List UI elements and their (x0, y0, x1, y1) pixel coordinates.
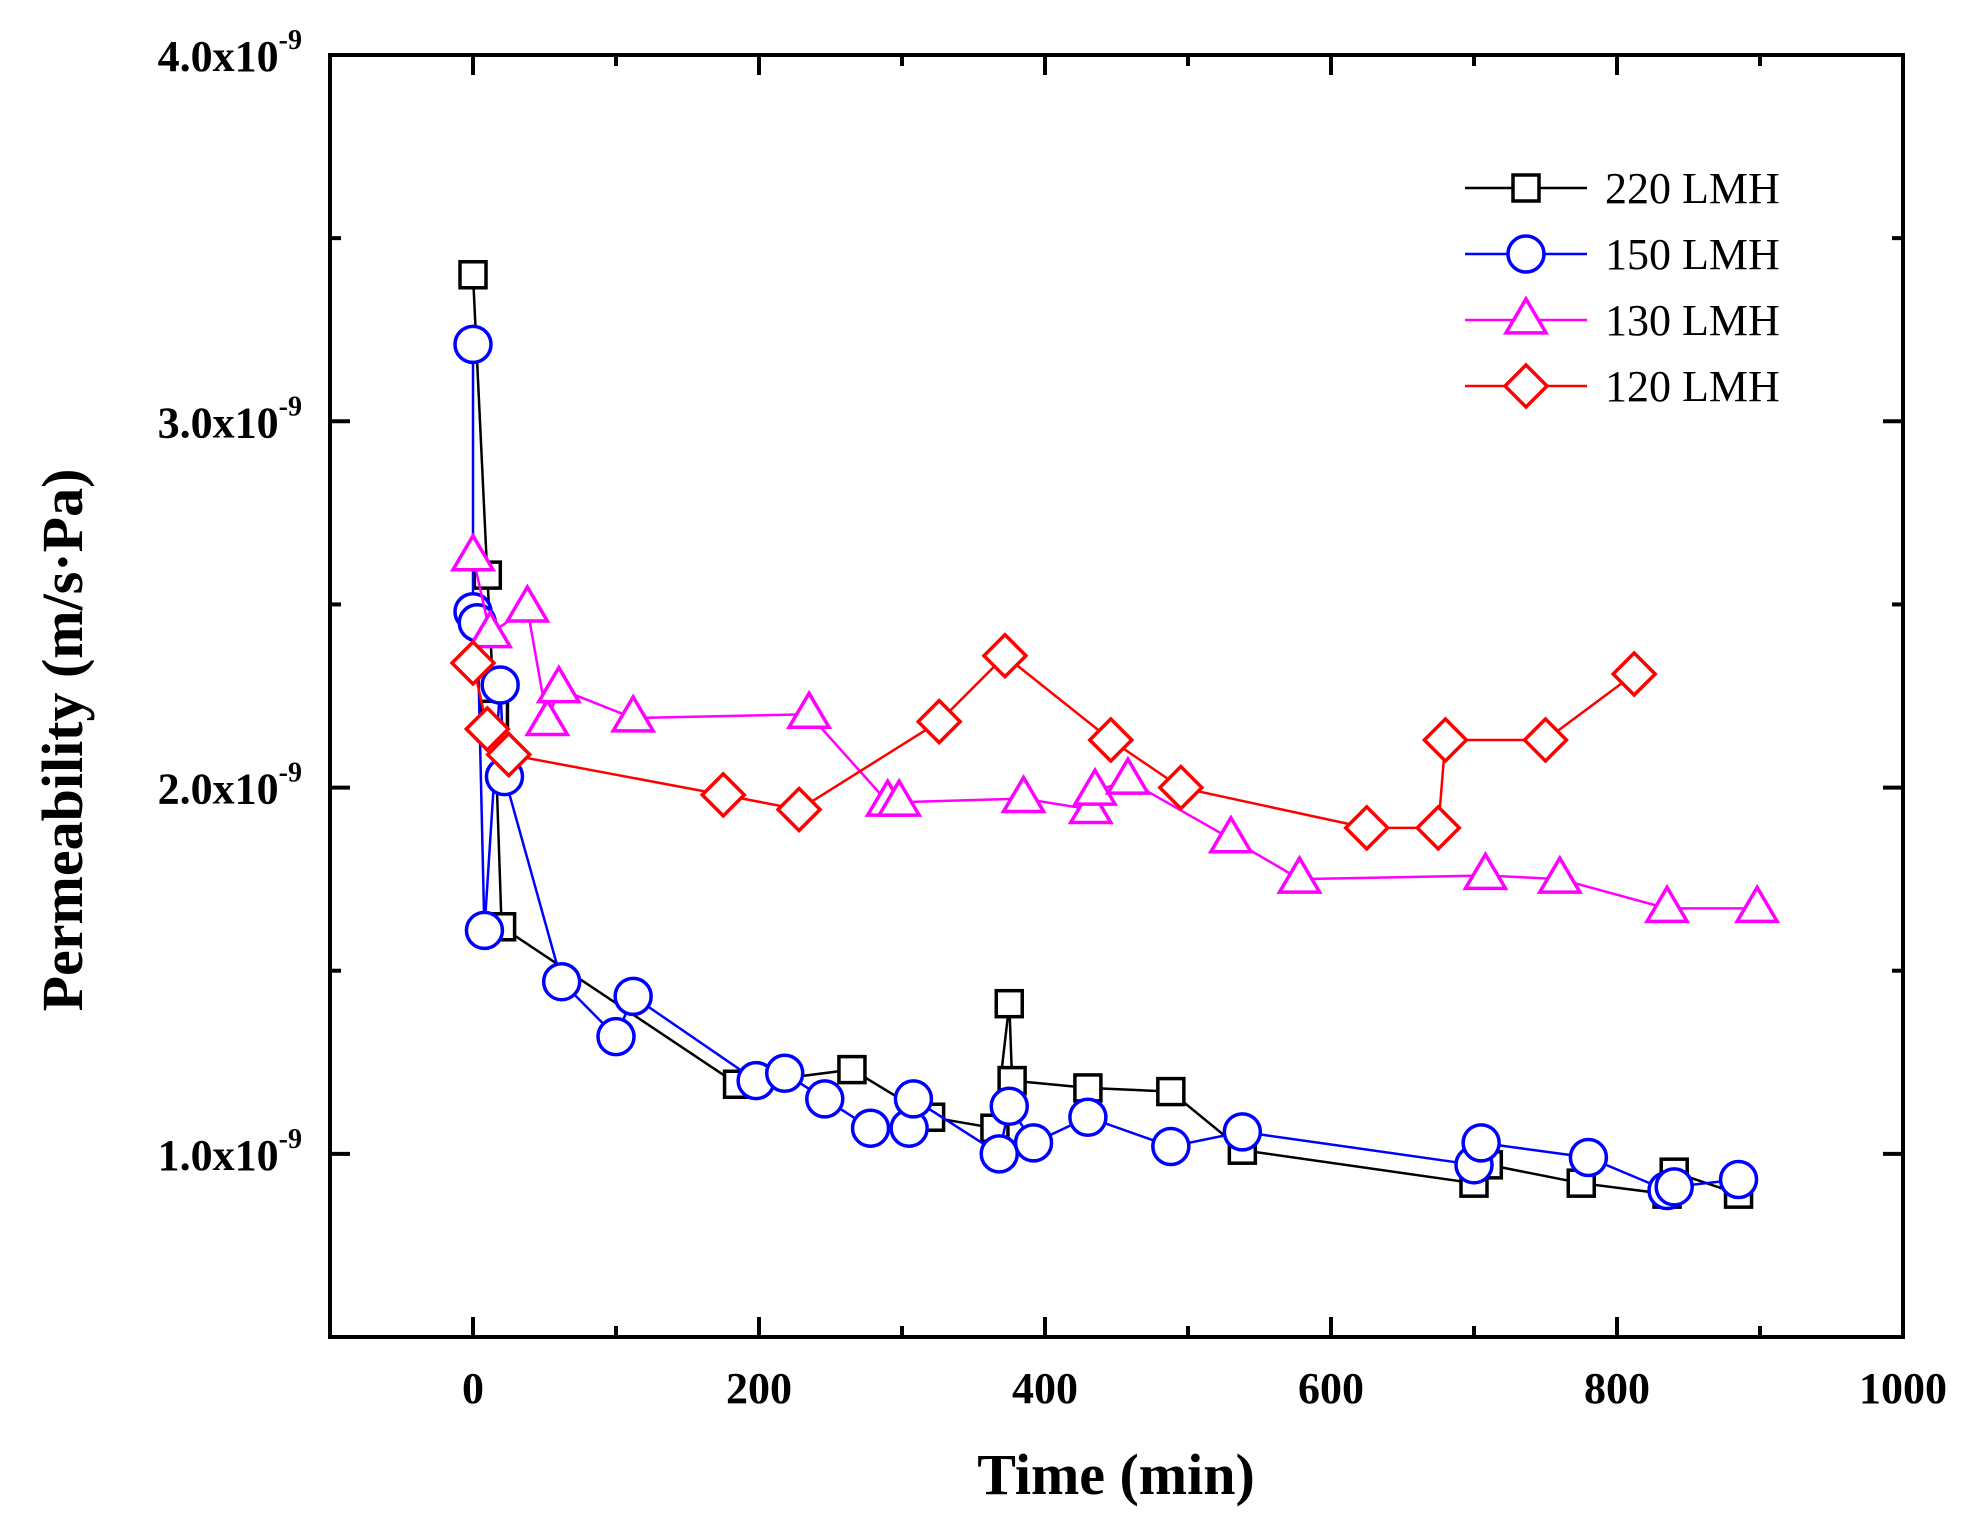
data-point (775, 786, 823, 834)
data-point (610, 693, 657, 733)
data-point (1654, 1167, 1694, 1207)
x-axis-label: Time (min) (977, 1442, 1255, 1507)
data-point (485, 731, 533, 779)
data-point (1734, 883, 1781, 924)
y-tick-label: 2.0x10-9 (158, 758, 302, 814)
data-point (541, 961, 582, 1002)
legend-item: 130 LMH (1465, 295, 1780, 345)
data-point (994, 988, 1024, 1019)
data-point (535, 664, 582, 704)
data-point (1068, 1097, 1108, 1137)
y-tick-label: 3.0x10-9 (158, 391, 302, 447)
data-point (1222, 1112, 1263, 1152)
data-point (915, 698, 963, 746)
data-point (1157, 764, 1205, 812)
data-point (893, 1079, 934, 1119)
y-tick-label: 4.0x10-9 (158, 25, 302, 81)
y-tick-exponent: -9 (279, 25, 302, 56)
data-point (1156, 1076, 1186, 1107)
data-point (463, 705, 511, 753)
y-tick-label: 1.0x10-9 (158, 1124, 302, 1180)
legend-marker (1502, 295, 1550, 335)
data-point (764, 1053, 805, 1094)
data-point (464, 910, 505, 951)
legend-label: 220 LMH (1605, 164, 1780, 213)
x-tick-label: 0 (462, 1364, 484, 1413)
data-point (1104, 755, 1151, 795)
data-point (1421, 716, 1469, 764)
legend-item: 220 LMH (1465, 164, 1780, 213)
plot-frame (328, 53, 1905, 1339)
data-point (785, 689, 833, 729)
data-point (979, 1134, 1019, 1174)
data-point (480, 665, 520, 705)
data-point (1536, 854, 1583, 894)
data-point (1610, 650, 1658, 698)
y-tick-exponent: -9 (279, 391, 302, 422)
y-tick-exponent: -9 (279, 1124, 302, 1155)
data-point (1207, 814, 1254, 854)
data-point (850, 1108, 891, 1148)
y-tick-mantissa: 4.0x10 (158, 32, 279, 81)
data-point (596, 1016, 636, 1057)
y-tick-mantissa: 1.0x10 (158, 1131, 279, 1180)
data-point (1718, 1159, 1759, 1200)
legend-label: 120 LMH (1605, 362, 1780, 411)
data-point (449, 532, 497, 572)
legend-item: 120 LMH (1465, 362, 1780, 411)
data-point (1522, 716, 1569, 764)
data-point (1151, 1126, 1191, 1167)
data-point (1071, 766, 1119, 806)
data-point (504, 583, 551, 623)
data-point (613, 976, 653, 1017)
x-tick-label: 400 (1012, 1364, 1078, 1413)
x-tick-label: 200 (726, 1364, 792, 1413)
data-point (467, 609, 514, 649)
legend-label: 150 LMH (1605, 230, 1780, 279)
x-tick-label: 1000 (1859, 1364, 1947, 1413)
data-point (1462, 850, 1509, 891)
legend-marker (1511, 173, 1541, 203)
data-point (989, 1086, 1029, 1126)
data-point (1013, 1123, 1054, 1163)
data-point (1073, 1073, 1103, 1103)
data-point (1461, 1123, 1501, 1163)
data-point (453, 324, 493, 365)
data-point (1000, 774, 1047, 814)
y-axis-label: Permeability (m/s·Pa) (30, 469, 95, 1012)
series-line (471, 344, 1739, 1192)
data-point (699, 771, 747, 819)
data-point (1414, 804, 1462, 852)
legend-item: 150 LMH (1465, 230, 1780, 279)
data-point (1276, 854, 1323, 894)
x-tick-label: 800 (1584, 1364, 1650, 1413)
data-point (981, 632, 1029, 680)
y-tick-mantissa: 2.0x10 (158, 765, 279, 814)
legend-marker (1502, 362, 1550, 410)
data-point (524, 697, 571, 737)
y-tick-exponent: -9 (279, 758, 302, 789)
legend-marker (1506, 234, 1546, 274)
series-120-lmh (449, 632, 1658, 852)
data-point (876, 777, 923, 817)
series-150-lmh (453, 324, 1759, 1211)
data-point (837, 1054, 867, 1085)
data-point (449, 639, 497, 687)
data-point (805, 1079, 845, 1119)
y-tick-mantissa: 3.0x10 (158, 398, 279, 447)
data-point (458, 260, 488, 290)
data-point (1643, 883, 1691, 924)
legend-label: 130 LMH (1605, 296, 1780, 345)
x-tick-label: 600 (1298, 1364, 1364, 1413)
data-point (1568, 1137, 1609, 1178)
series-130-lmh (449, 532, 1781, 924)
data-point (1087, 716, 1135, 764)
data-point (1343, 804, 1391, 852)
